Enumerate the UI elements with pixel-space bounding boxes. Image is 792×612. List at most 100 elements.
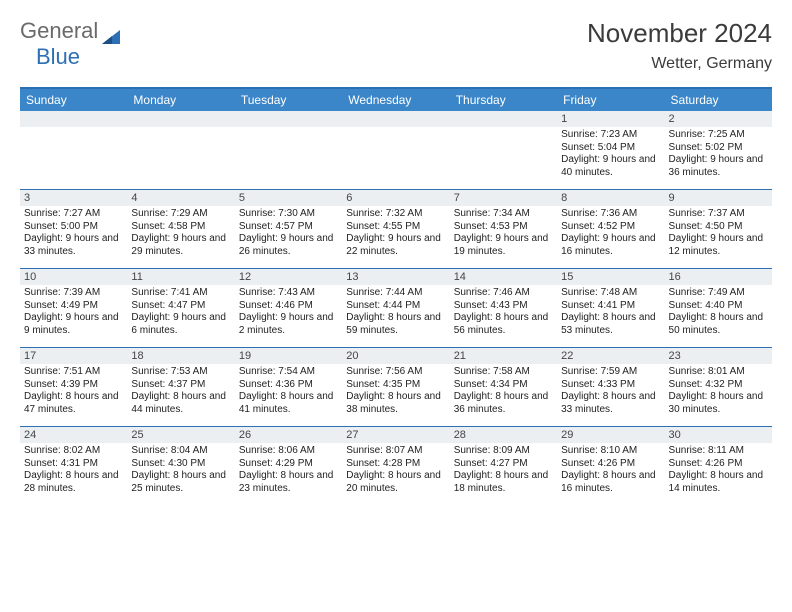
day-details: Sunrise: 8:11 AMSunset: 4:26 PMDaylight:…	[665, 443, 772, 499]
day-details: Sunrise: 7:37 AMSunset: 4:50 PMDaylight:…	[665, 206, 772, 262]
sunset-text: Sunset: 4:35 PM	[346, 379, 445, 392]
sunset-text: Sunset: 4:41 PM	[561, 300, 660, 313]
day-number: 20	[342, 348, 449, 364]
sunrise-text: Sunrise: 7:53 AM	[131, 366, 230, 379]
day-details: Sunrise: 7:36 AMSunset: 4:52 PMDaylight:…	[557, 206, 664, 262]
day-number: 11	[127, 269, 234, 285]
day-cell: 13Sunrise: 7:44 AMSunset: 4:44 PMDayligh…	[342, 269, 449, 347]
day-details	[127, 127, 234, 185]
day-details: Sunrise: 7:34 AMSunset: 4:53 PMDaylight:…	[450, 206, 557, 262]
day-cell: 11Sunrise: 7:41 AMSunset: 4:47 PMDayligh…	[127, 269, 234, 347]
dow-sat: Saturday	[665, 89, 772, 111]
day-details	[450, 127, 557, 185]
sunrise-text: Sunrise: 7:51 AM	[24, 366, 123, 379]
dow-thu: Thursday	[450, 89, 557, 111]
sunset-text: Sunset: 4:28 PM	[346, 458, 445, 471]
calendar: Sunday Monday Tuesday Wednesday Thursday…	[20, 87, 772, 505]
day-cell: 19 Sunrise: 7:54 AMSunset: 4:36 PMDayligh…	[235, 348, 342, 426]
day-number: 24	[20, 427, 127, 443]
day-number: 22	[557, 348, 664, 364]
sunrise-text: Sunrise: 8:06 AM	[239, 445, 338, 458]
sunrise-text: Sunrise: 8:04 AM	[131, 445, 230, 458]
sunrise-text: Sunrise: 7:46 AM	[454, 287, 553, 300]
day-number: 25	[127, 427, 234, 443]
day-cell: 20 Sunrise: 7:56 AMSunset: 4:35 PMDayligh…	[342, 348, 449, 426]
daylight-text: Daylight: 9 hours and 29 minutes.	[131, 233, 230, 258]
day-details: Sunrise: 7:39 AMSunset: 4:49 PMDaylight:…	[20, 285, 127, 341]
sunrise-text: Sunrise: 7:44 AM	[346, 287, 445, 300]
sunrise-text: Sunrise: 8:09 AM	[454, 445, 553, 458]
day-cell: 15Sunrise: 7:48 AMSunset: 4:41 PMDayligh…	[557, 269, 664, 347]
sunset-text: Sunset: 4:43 PM	[454, 300, 553, 313]
daylight-text: Daylight: 8 hours and 33 minutes.	[561, 391, 660, 416]
daylight-text: Daylight: 9 hours and 12 minutes.	[669, 233, 768, 258]
day-details: Sunrise: 7:41 AMSunset: 4:47 PMDaylight:…	[127, 285, 234, 341]
daylight-text: Daylight: 8 hours and 59 minutes.	[346, 312, 445, 337]
sunrise-text: Sunrise: 7:54 AM	[239, 366, 338, 379]
day-cell: 26Sunrise: 8:06 AMSunset: 4:29 PMDayligh…	[235, 427, 342, 505]
sunrise-text: Sunrise: 8:11 AM	[669, 445, 768, 458]
day-number: 27	[342, 427, 449, 443]
sunset-text: Sunset: 4:36 PM	[239, 379, 338, 392]
title-block: November 2024 Wetter, Germany	[587, 18, 772, 73]
sunrise-text: Sunrise: 8:01 AM	[669, 366, 768, 379]
sunrise-text: Sunrise: 7:49 AM	[669, 287, 768, 300]
day-details: Sunrise: 7:27 AMSunset: 5:00 PMDaylight:…	[20, 206, 127, 262]
sunrise-text: Sunrise: 7:23 AM	[561, 129, 660, 142]
day-cell: 28Sunrise: 8:09 AMSunset: 4:27 PMDayligh…	[450, 427, 557, 505]
sunset-text: Sunset: 4:53 PM	[454, 221, 553, 234]
header: General November 2024 Wetter, Germany	[20, 18, 772, 73]
sunrise-text: Sunrise: 8:10 AM	[561, 445, 660, 458]
day-number	[342, 111, 449, 127]
day-cell: 29Sunrise: 8:10 AMSunset: 4:26 PMDayligh…	[557, 427, 664, 505]
week-row: 1Sunrise: 7:23 AMSunset: 5:04 PMDaylight…	[20, 111, 772, 189]
day-cell: 10Sunrise: 7:39 AMSunset: 4:49 PMDayligh…	[20, 269, 127, 347]
sunset-text: Sunset: 5:02 PM	[669, 142, 768, 155]
day-number: 23	[665, 348, 772, 364]
day-number: 19	[235, 348, 342, 364]
day-details	[235, 127, 342, 185]
day-number: 4	[127, 190, 234, 206]
week-row: 10Sunrise: 7:39 AMSunset: 4:49 PMDayligh…	[20, 268, 772, 347]
day-cell: 27Sunrise: 8:07 AMSunset: 4:28 PMDayligh…	[342, 427, 449, 505]
day-details	[342, 127, 449, 185]
day-number: 5	[235, 190, 342, 206]
day-number	[450, 111, 557, 127]
daylight-text: Daylight: 8 hours and 14 minutes.	[669, 470, 768, 495]
day-cell: 24Sunrise: 8:02 AMSunset: 4:31 PMDayligh…	[20, 427, 127, 505]
dow-fri: Friday	[557, 89, 664, 111]
day-cell: 2Sunrise: 7:25 AMSunset: 5:02 PMDaylight…	[665, 111, 772, 189]
sunset-text: Sunset: 4:34 PM	[454, 379, 553, 392]
day-cell: 23Sunrise: 8:01 AMSunset: 4:32 PMDayligh…	[665, 348, 772, 426]
sunrise-text: Sunrise: 7:32 AM	[346, 208, 445, 221]
day-cell: 16Sunrise: 7:49 AMSunset: 4:40 PMDayligh…	[665, 269, 772, 347]
daylight-text: Daylight: 9 hours and 2 minutes.	[239, 312, 338, 337]
daylight-text: Daylight: 8 hours and 38 minutes.	[346, 391, 445, 416]
daylight-text: Daylight: 9 hours and 40 minutes.	[561, 154, 660, 179]
day-details: Sunrise: 8:02 AMSunset: 4:31 PMDaylight:…	[20, 443, 127, 499]
daylight-text: Daylight: 8 hours and 28 minutes.	[24, 470, 123, 495]
day-details	[20, 127, 127, 185]
day-details: Sunrise: 7:53 AMSunset: 4:37 PMDaylight:…	[127, 364, 234, 420]
day-number: 8	[557, 190, 664, 206]
sunset-text: Sunset: 4:40 PM	[669, 300, 768, 313]
dow-sun: Sunday	[20, 89, 127, 111]
sunrise-text: Sunrise: 7:56 AM	[346, 366, 445, 379]
day-details: Sunrise: 8:04 AMSunset: 4:30 PMDaylight:…	[127, 443, 234, 499]
week-row: 3Sunrise: 7:27 AMSunset: 5:00 PMDaylight…	[20, 189, 772, 268]
sunset-text: Sunset: 4:27 PM	[454, 458, 553, 471]
day-details: Sunrise: 8:01 AMSunset: 4:32 PMDaylight:…	[665, 364, 772, 420]
sunset-text: Sunset: 4:55 PM	[346, 221, 445, 234]
sunset-text: Sunset: 4:46 PM	[239, 300, 338, 313]
sunrise-text: Sunrise: 7:27 AM	[24, 208, 123, 221]
day-cell: 18Sunrise: 7:53 AMSunset: 4:37 PMDayligh…	[127, 348, 234, 426]
sunset-text: Sunset: 4:33 PM	[561, 379, 660, 392]
day-cell: 7Sunrise: 7:34 AMSunset: 4:53 PMDaylight…	[450, 190, 557, 268]
sunrise-text: Sunrise: 7:58 AM	[454, 366, 553, 379]
day-details: Sunrise: 7:46 AMSunset: 4:43 PMDaylight:…	[450, 285, 557, 341]
daylight-text: Daylight: 9 hours and 22 minutes.	[346, 233, 445, 258]
dow-wed: Wednesday	[342, 89, 449, 111]
daylight-text: Daylight: 9 hours and 19 minutes.	[454, 233, 553, 258]
day-details: Sunrise: 7:58 AMSunset: 4:34 PMDaylight:…	[450, 364, 557, 420]
daylight-text: Daylight: 8 hours and 41 minutes.	[239, 391, 338, 416]
